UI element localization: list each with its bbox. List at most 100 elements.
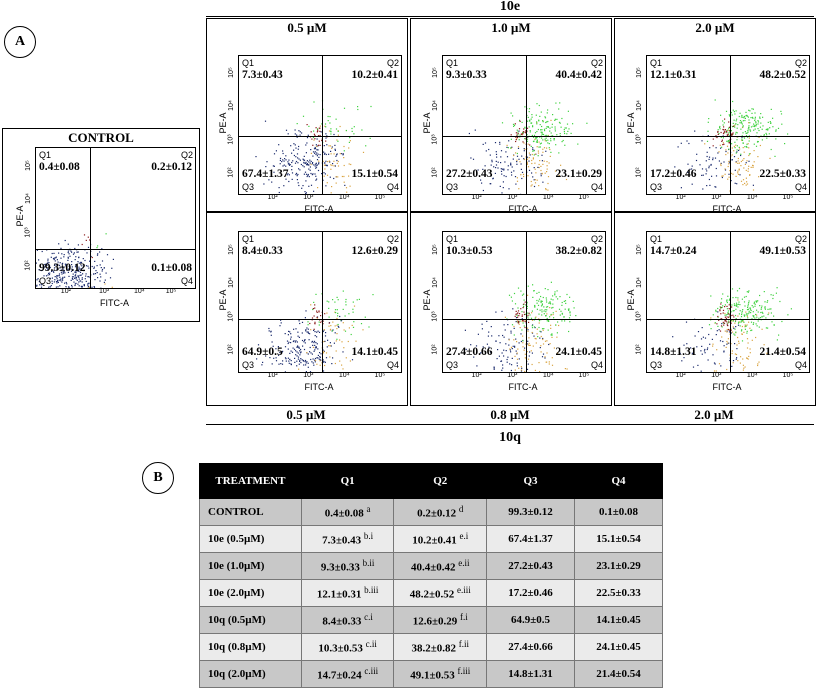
gate-horizontal [239,136,401,137]
quadrant-label-q4: Q4 [591,182,603,192]
y-tick-label: 10² [636,345,643,355]
quadrant-label-q2: Q2 [591,58,603,68]
value-q2: 40.4±0.42 [555,69,602,81]
y-tick-label: 10⁴ [432,101,439,112]
y-tick-label: 10³ [636,311,643,321]
cell-q1-value: 10.3±0.53 [318,643,363,655]
y-tick-label: 10² [432,167,439,177]
value-q1: 9.3±0.33 [446,69,487,81]
cell-q4: 21.4±0.54 [575,661,663,688]
panel-title: CONTROL [3,130,199,146]
cell-q4: 23.1±0.29 [575,553,663,580]
value-q3: 67.4±1.37 [242,168,289,180]
x-axis-label: FITC-A [238,382,400,392]
cell-q1-value: 9.3±0.33 [321,562,360,574]
cell-q1: 14.7±0.24 c.iii [301,661,394,688]
quadrant-label-q2: Q2 [387,234,399,244]
group-rule-bottom [206,424,814,425]
x-tick-label: 10² [472,194,482,201]
quadrant-label-q1: Q1 [242,58,254,68]
value-q1: 7.3±0.43 [242,69,283,81]
quadrant-label-q3: Q3 [650,182,662,192]
cell-q3: 67.4±1.37 [487,526,575,553]
cell-q3: 99.3±0.12 [487,499,575,526]
y-tick-label: 10² [636,167,643,177]
gate-vertical [730,232,731,372]
y-axis-label: PE-A [422,108,432,138]
y-tick-label: 10⁴ [228,277,235,288]
value-q2: 38.2±0.82 [555,245,602,257]
quadrant-label-q1: Q1 [39,150,51,160]
x-tick-label: 10⁵ [579,372,590,379]
gate-vertical [730,56,731,194]
cell-q3: 17.2±0.46 [487,580,575,607]
gate-horizontal [443,319,605,320]
quadrant-label-q4: Q4 [795,182,807,192]
cell-q2: 49.1±0.53 f.iii [394,661,487,688]
y-tick-label: 10⁵ [636,244,643,255]
y-tick-label: 10⁵ [636,67,643,78]
cell-q2-value: 0.2±0.12 [417,508,456,520]
cell-q1: 10.3±0.53 c.ii [301,634,394,661]
quadrant-label-q4: Q4 [181,276,193,286]
gate-vertical [526,56,527,194]
quadrant-label-q1: Q1 [446,58,458,68]
cell-q3: 27.4±0.66 [487,634,575,661]
cell-q1-value: 7.3±0.43 [322,535,361,547]
cell-q1-sig: b.iii [364,585,378,595]
group-rule-top [206,16,814,17]
panel-label-a: A [4,26,36,58]
cell-q2-sig: f.iii [458,666,471,676]
gate-horizontal [36,249,195,250]
cell-q1: 7.3±0.43 b.i [301,526,394,553]
cell-q2: 40.4±0.42 e.ii [394,553,487,580]
value-q2: 12.6±0.29 [351,245,398,257]
x-tick-label: 10³ [303,194,313,201]
x-tick-label: 10³ [507,194,517,201]
y-tick-label: 10⁵ [432,67,439,78]
cell-q2-value: 49.1±0.53 [410,670,455,682]
y-tick-label: 10³ [228,134,235,144]
gate-vertical [90,148,91,288]
cell-q1-sig: c.ii [366,639,377,649]
x-tick-label: 10⁴ [543,372,554,379]
y-tick-label: 10² [25,261,32,271]
x-tick-label: 10² [676,372,686,379]
conc-label-10q-2: 0.8 µM [410,407,610,423]
quadrant-label-q2: Q2 [795,234,807,244]
cell-q4: 14.1±0.45 [575,607,663,634]
value-q3: 27.4±0.66 [446,346,493,358]
quadrant-label-q4: Q4 [795,360,807,370]
cell-q4: 15.1±0.54 [575,526,663,553]
value-q4: 23.1±0.29 [555,168,602,180]
panel-title: 0.5 µM [207,20,407,36]
y-tick-label: 10² [432,345,439,355]
value-q3: 27.2±0.43 [446,168,493,180]
cell-q1-sig: c.i [364,612,373,622]
value-q1: 8.4±0.33 [242,245,283,257]
quadrant-label-q3: Q3 [242,360,254,370]
value-q2: 48.2±0.52 [759,69,806,81]
cell-q1: 0.4±0.08 a [301,499,394,526]
cell-q2-value: 12.6±0.29 [413,616,458,628]
x-axis-label: FITC-A [646,382,808,392]
cell-q3: 27.2±0.43 [487,553,575,580]
x-tick-label: 10⁴ [134,288,145,295]
quadrant-label-q2: Q2 [591,234,603,244]
value-q2: 10.2±0.41 [351,69,398,81]
cell-treatment: 10e (2.0µM) [200,580,302,607]
y-tick-label: 10⁴ [636,101,643,112]
x-axis-label: FITC-A [442,382,604,392]
gate-horizontal [239,319,401,320]
cell-treatment: 10e (0.5µM) [200,526,302,553]
cell-q1-value: 14.7±0.24 [317,670,362,682]
y-axis-label: PE-A [15,201,25,231]
quadrant-label-q3: Q3 [242,182,254,192]
